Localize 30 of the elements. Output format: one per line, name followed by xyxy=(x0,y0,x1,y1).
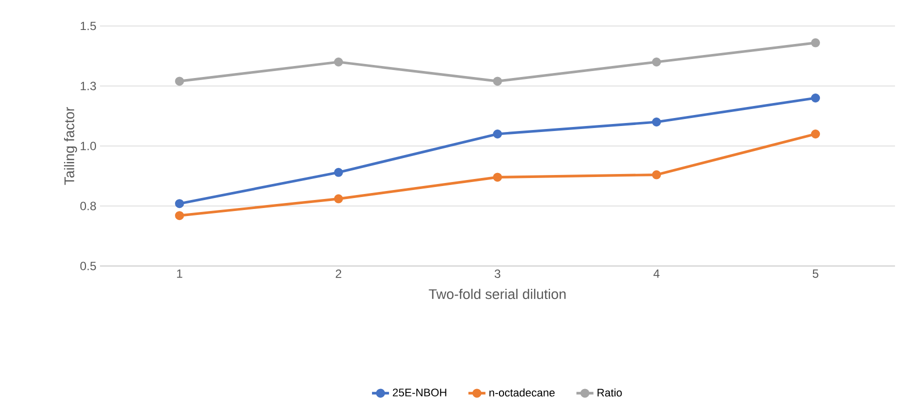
y-tick-label: 0.8 xyxy=(80,202,96,210)
point xyxy=(652,117,662,126)
point xyxy=(652,170,662,180)
y-tick-label: 1.5 xyxy=(80,22,96,30)
y-tick-label: 1.0 xyxy=(80,142,96,150)
legend-label: n-octadecane xyxy=(489,388,555,397)
point xyxy=(811,93,820,102)
y-tick-label: 0.5 xyxy=(80,262,96,270)
point xyxy=(175,76,184,86)
x-axis-title: Two-fold serial dilution xyxy=(428,288,566,300)
y-tick-label: 1.3 xyxy=(80,82,96,90)
point xyxy=(652,57,662,66)
x-tick-label: 4 xyxy=(653,270,660,278)
point xyxy=(493,172,502,182)
point xyxy=(493,76,502,86)
point xyxy=(811,129,820,138)
point xyxy=(493,129,502,138)
x-tick-label: 3 xyxy=(494,270,500,278)
x-tick-label: 1 xyxy=(177,270,182,278)
point xyxy=(811,38,820,48)
point xyxy=(175,211,184,220)
x-tick-label: 5 xyxy=(812,270,818,278)
x-tick-label: 2 xyxy=(336,270,342,278)
point xyxy=(175,199,184,208)
point xyxy=(334,194,344,204)
point xyxy=(334,57,344,66)
point xyxy=(334,168,344,177)
legend-label: Ratio xyxy=(598,388,622,397)
y-axis-title: Tailing factor xyxy=(64,107,78,185)
legend-label: 25E-NBOH xyxy=(392,388,446,396)
